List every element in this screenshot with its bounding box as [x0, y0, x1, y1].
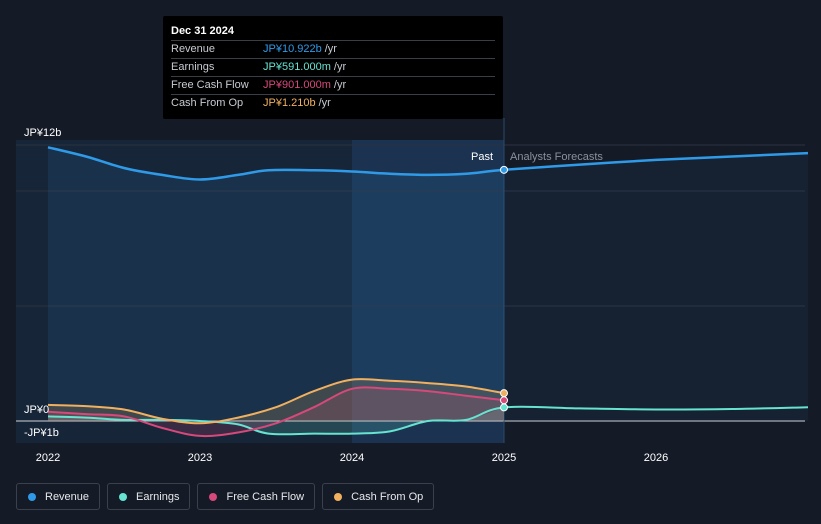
series-lines — [47, 146, 809, 438]
tooltip-label: Earnings — [171, 61, 215, 73]
free-cash-flow-area — [48, 387, 504, 437]
cash-from-op-line — [47, 377, 505, 425]
revenue-line — [47, 146, 809, 181]
legend-label: Free Cash Flow — [226, 490, 305, 503]
tooltip-value: JP¥10.922b — [263, 43, 322, 55]
tooltip-unit: /yr — [318, 97, 331, 109]
legend-item-cash-from-op[interactable]: Cash From Op — [322, 483, 435, 510]
cash-from-op-marker — [500, 389, 508, 398]
hover-tooltip: Dec 31 2024 Revenue JP¥10.922b /yr Earni… — [163, 16, 503, 119]
free-cash-flow-line — [47, 386, 505, 438]
financial-chart: JP¥12b JP¥0 -JP¥1b 2022 2023 2024 2025 2026 Pa… — [16, 118, 809, 464]
x-axis-labels: 2022 2023 2024 2025 2026 — [36, 452, 668, 464]
legend-label: Earnings — [136, 490, 180, 503]
legend-label: Revenue — [45, 490, 90, 503]
free-cash-flow-dot-icon — [209, 492, 218, 501]
legend-label: Cash From Op — [351, 490, 424, 503]
tooltip-row-free-cash-flow: Free Cash Flow JP¥901.000m /yr — [171, 76, 495, 94]
x-tick-label: 2026 — [644, 452, 668, 464]
x-tick-label: 2023 — [188, 452, 212, 464]
legend-item-revenue[interactable]: Revenue — [16, 483, 101, 510]
cash-from-op-dot-icon — [334, 492, 343, 501]
tooltip-label: Free Cash Flow — [171, 79, 249, 91]
legend-item-earnings[interactable]: Earnings — [107, 483, 191, 510]
tooltip-unit: /yr — [324, 43, 337, 55]
revenue-area — [48, 147, 504, 422]
tooltip-value: JP¥1.210b — [263, 97, 316, 109]
cash-from-op-area — [48, 378, 504, 424]
y-axis-labels: JP¥12b JP¥0 -JP¥1b — [24, 127, 61, 439]
past-label: Past — [471, 151, 493, 163]
x-tick-label: 2024 — [340, 452, 364, 464]
tooltip-label: Revenue — [171, 43, 216, 55]
series-markers — [500, 165, 508, 412]
tooltip-unit: /yr — [333, 79, 347, 91]
legend-item-free-cash-flow[interactable]: Free Cash Flow — [197, 483, 316, 510]
y-tick-label: -JP¥1b — [24, 427, 59, 439]
x-tick-label: 2022 — [36, 452, 60, 464]
tooltip-value: JP¥591.000m — [263, 61, 331, 73]
revenue-dot-icon — [28, 492, 36, 501]
earnings-line — [47, 405, 809, 436]
y-tick-label: JP¥0 — [24, 404, 49, 416]
tooltip-label: Cash From Op — [171, 97, 244, 109]
tooltip-date: Dec 31 2024 — [171, 25, 234, 37]
tooltip-row-earnings: Earnings JP¥591.000m /yr — [171, 58, 495, 76]
tooltip-unit: /yr — [333, 61, 347, 73]
revenue-marker — [500, 165, 508, 174]
forecast-label: Analysts Forecasts — [510, 151, 603, 163]
chart-legend: Revenue Earnings Free Cash Flow Cash Fro… — [16, 483, 435, 510]
tooltip-row-cash-from-op: Cash From Op JP¥1.210b /yr — [171, 94, 495, 112]
free-cash-flow-marker — [500, 396, 508, 405]
earnings-marker — [500, 403, 508, 412]
y-tick-label: JP¥12b — [24, 127, 61, 139]
area-fills — [48, 147, 808, 437]
tooltip-value: JP¥901.000m — [263, 79, 331, 91]
earnings-area — [48, 407, 504, 435]
revenue-forecast-area — [504, 153, 808, 421]
earnings-dot-icon — [119, 492, 128, 501]
tooltip-row-revenue: Revenue JP¥10.922b /yr — [171, 40, 495, 58]
x-tick-label: 2025 — [492, 452, 516, 464]
